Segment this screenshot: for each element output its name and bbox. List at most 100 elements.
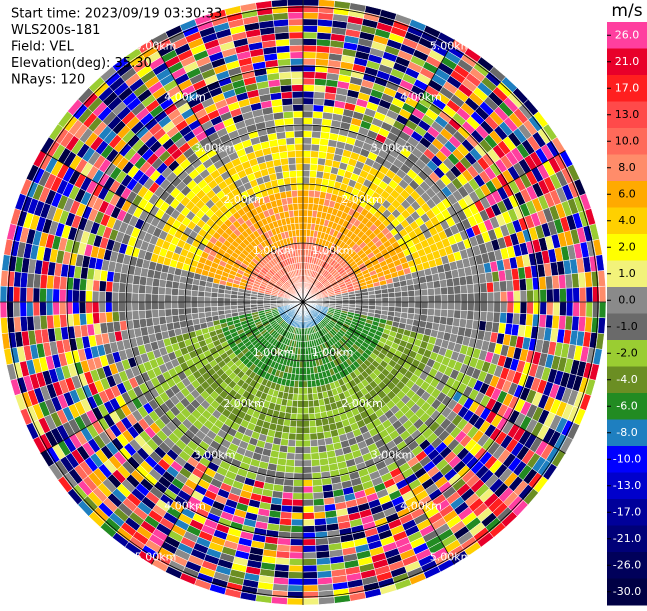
radar-cell <box>302 571 318 579</box>
radar-cell <box>407 290 416 297</box>
radar-cell <box>302 189 310 198</box>
radar-cell <box>297 393 304 402</box>
radar-cell <box>158 279 167 288</box>
radar-cell <box>286 399 293 408</box>
radar-cell <box>295 360 301 369</box>
radar-cell <box>79 278 88 291</box>
radar-cell <box>302 0 320 7</box>
radar-cell <box>293 130 304 138</box>
radar-cell <box>157 294 166 303</box>
radar-cell <box>293 479 304 487</box>
radar-cell <box>312 491 324 500</box>
radar-cell <box>72 313 81 327</box>
radar-cell <box>302 558 318 566</box>
radar-cell <box>292 110 304 119</box>
radar-cell <box>280 91 293 100</box>
radar-cell <box>401 290 409 298</box>
radar-cell <box>289 545 304 553</box>
radar-cell <box>151 285 160 295</box>
radar-cell <box>285 458 295 467</box>
radar-cell <box>302 505 315 514</box>
radar-cell <box>277 58 291 67</box>
radar-cell <box>59 314 68 328</box>
radar-cell <box>282 110 294 119</box>
radar-cell <box>296 176 304 184</box>
radar-cell <box>546 288 554 303</box>
radar-cell <box>171 301 179 310</box>
radar-cell <box>164 301 172 310</box>
radar-cell <box>312 104 324 113</box>
radar-cell <box>293 209 299 218</box>
radar-cell <box>306 222 312 231</box>
radar-cell <box>287 11 304 20</box>
radar-cell <box>302 459 312 467</box>
radar-cell <box>98 301 106 313</box>
radar-cell <box>286 452 296 461</box>
radar-cell <box>280 84 293 93</box>
radar-cell <box>288 386 295 394</box>
radar-cell <box>197 301 205 308</box>
radar-cell <box>420 288 429 297</box>
radar-cell <box>526 289 534 303</box>
radar-cell <box>440 286 448 296</box>
radar-cell <box>190 307 199 314</box>
radar-cell <box>314 71 328 80</box>
radar-cell <box>312 110 324 119</box>
radar-cell <box>283 418 291 427</box>
radar-cell <box>302 117 313 125</box>
radar-cell <box>291 518 304 527</box>
radar-cell <box>72 301 80 315</box>
radar-cell <box>302 420 310 428</box>
radar-cell <box>282 491 294 500</box>
radar-cell <box>230 297 238 303</box>
radar-cell <box>85 301 93 314</box>
radar-cell <box>299 360 304 369</box>
radar-cell <box>307 400 315 408</box>
radar-cell <box>131 301 139 312</box>
radar-cell <box>302 222 308 230</box>
radar-cell <box>131 292 139 303</box>
radar-cell <box>375 297 383 303</box>
radar-cell <box>286 597 304 606</box>
radar-cell <box>291 406 298 415</box>
radar-cell <box>295 426 304 434</box>
radar-cell <box>91 301 100 314</box>
radar-cell <box>302 446 312 454</box>
radar-cell <box>85 279 94 292</box>
radar-cell <box>454 293 462 303</box>
radar-cell <box>286 0 304 7</box>
radar-cell <box>286 150 296 159</box>
radar-cell <box>434 294 442 303</box>
radar-cell <box>177 301 185 309</box>
radar-cell <box>275 45 291 54</box>
radar-cell <box>289 176 298 185</box>
radar-cell <box>302 31 318 40</box>
radar-cell <box>283 117 294 126</box>
radar-cell <box>243 298 251 303</box>
radar-cell <box>302 150 312 158</box>
radar-cell <box>158 316 167 325</box>
radar-cell <box>190 301 199 309</box>
radar-cell <box>298 216 304 224</box>
radar-cell <box>178 282 187 290</box>
radar-cell <box>288 432 297 441</box>
radar-cell <box>292 499 304 507</box>
radar-cell <box>302 202 309 211</box>
radar-cell <box>26 287 34 303</box>
radar-cell <box>302 110 314 119</box>
radar-cell <box>302 25 318 33</box>
radar-cell <box>191 284 200 292</box>
radar-cell <box>204 286 213 293</box>
radar-cell <box>46 314 55 330</box>
radar-cell <box>313 498 325 507</box>
radar-cell <box>292 393 299 401</box>
radar-cell <box>298 367 304 375</box>
radar-cell <box>309 163 318 172</box>
radar-cell <box>513 290 521 303</box>
radar-cell <box>289 419 298 428</box>
radar-cell <box>314 78 327 87</box>
radar-cell <box>118 292 126 303</box>
radar-cell <box>439 279 448 288</box>
radar-cell <box>302 143 312 151</box>
